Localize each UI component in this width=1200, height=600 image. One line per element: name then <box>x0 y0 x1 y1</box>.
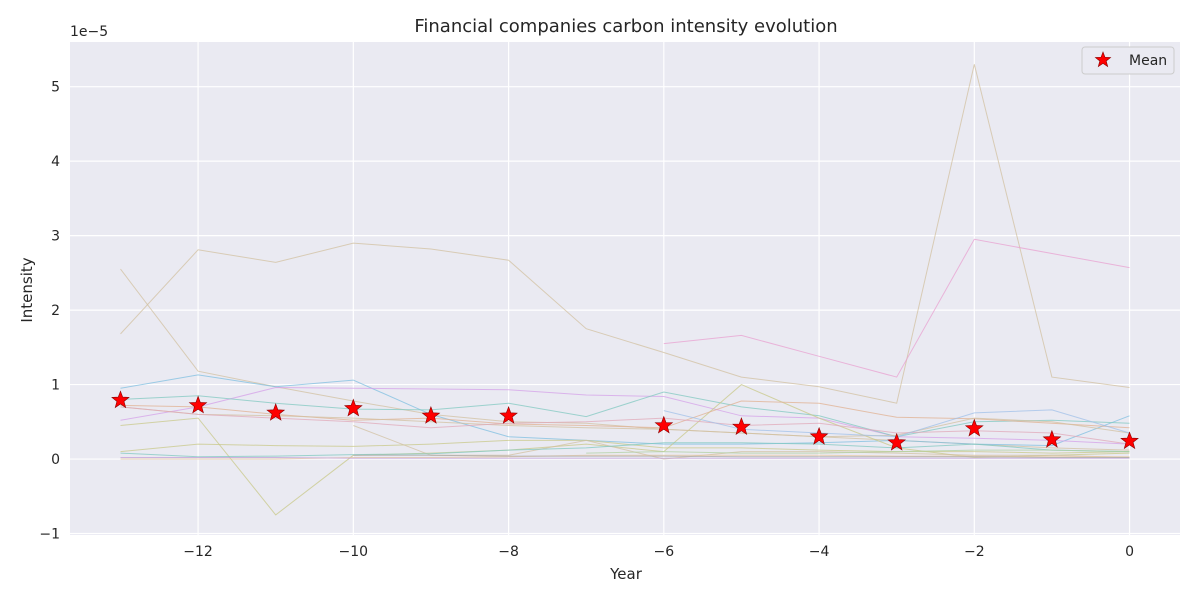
series-line <box>353 454 1130 458</box>
x-tick-label: −4 <box>809 544 830 560</box>
series-line <box>120 439 1130 454</box>
series-line <box>120 454 1130 460</box>
y-tick-label: −1 <box>39 527 60 543</box>
series-line <box>120 386 1130 445</box>
mean-marker <box>654 415 674 434</box>
x-tick-label: −12 <box>183 544 213 560</box>
y-axis-label: Intensity <box>18 257 36 322</box>
y-tick-label: 3 <box>51 229 60 245</box>
mean-marker <box>499 405 518 424</box>
series-line <box>586 449 1130 454</box>
legend-mean-marker <box>1094 51 1112 68</box>
mean-marker <box>809 426 829 445</box>
x-tick-label: −10 <box>339 544 369 560</box>
series-line <box>120 400 1130 429</box>
chart-title: Financial companies carbon intensity evo… <box>414 16 837 37</box>
mean-marker <box>344 398 363 417</box>
series-line <box>353 425 1130 460</box>
y-tick-label: 0 <box>51 452 60 468</box>
x-tick-label: −8 <box>498 544 519 560</box>
y-offset-label: 1e−5 <box>70 24 108 40</box>
x-tick-label: −2 <box>964 544 985 560</box>
x-axis-label: Year <box>609 565 643 583</box>
legend-mean-label: Mean <box>1129 53 1167 69</box>
mean-marker <box>732 417 751 435</box>
mean-marker <box>964 418 984 437</box>
mean-marker <box>1120 431 1139 450</box>
y-tick-label: 5 <box>51 80 60 96</box>
y-tick-label: 1 <box>51 378 60 394</box>
x-tick-label: 0 <box>1125 544 1134 560</box>
plot-background <box>70 42 1180 535</box>
mean-marker <box>111 390 130 409</box>
mean-marker <box>266 403 286 421</box>
x-tick-label: −6 <box>653 544 674 560</box>
mean-marker <box>1042 429 1062 448</box>
series-line <box>120 64 1130 404</box>
mean-marker <box>421 405 441 424</box>
series-line <box>120 406 1130 445</box>
mean-marker <box>887 432 907 451</box>
legend: Mean <box>1081 46 1175 75</box>
series-line <box>663 238 1130 378</box>
y-tick-label: 2 <box>51 303 60 319</box>
series-line <box>120 442 1130 458</box>
series-line <box>120 391 1130 438</box>
series-line <box>120 374 1130 447</box>
mean-marker <box>188 395 208 414</box>
series-line <box>120 457 1130 459</box>
y-tick-label: 4 <box>51 154 60 170</box>
series-line <box>120 406 1130 438</box>
legend-box <box>1081 46 1175 75</box>
